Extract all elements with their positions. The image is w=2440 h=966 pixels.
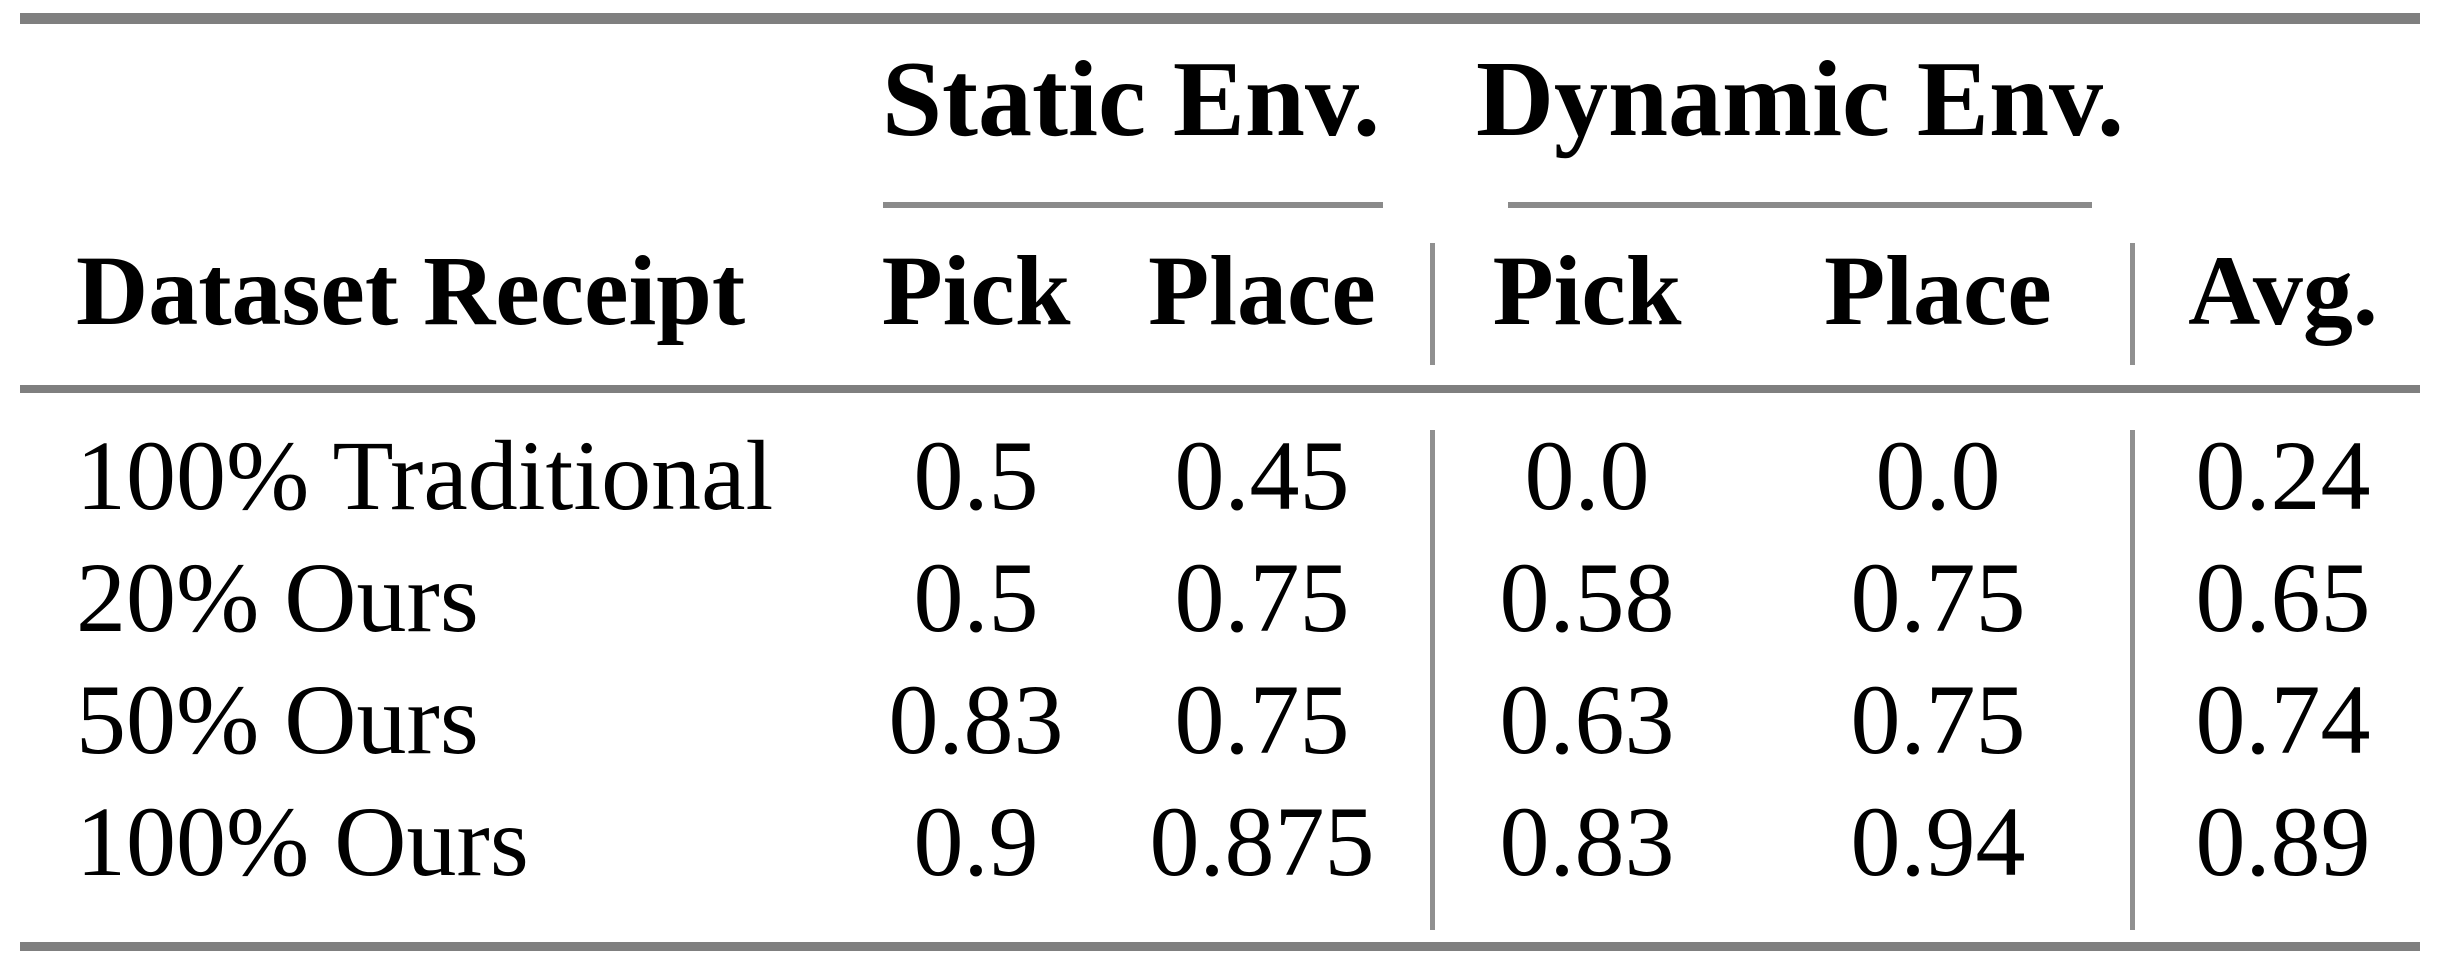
vertical-rule-static-dynamic-body	[1430, 430, 1435, 930]
table-cell: 0.75	[1850, 664, 2026, 775]
table-cell: 0.75	[1174, 542, 1350, 653]
group-header-dynamic-env: Dynamic Env.	[1475, 40, 2125, 159]
column-header-static-pick: Pick	[881, 235, 1071, 346]
row-label: 100% Ours	[76, 786, 529, 897]
column-header-static-place: Place	[1148, 235, 1376, 346]
column-header-dynamic-pick: Pick	[1492, 235, 1682, 346]
row-label: 20% Ours	[76, 542, 479, 653]
table-cell: 0.5	[913, 420, 1039, 531]
table-bottom-rule	[20, 942, 2420, 951]
table-cell: 0.83	[1499, 786, 1675, 897]
cmidrule-dynamic-env	[1508, 202, 2092, 208]
table-cell: 0.83	[888, 664, 1064, 775]
table-cell: 0.65	[2195, 542, 2371, 653]
row-label: 50% Ours	[76, 664, 479, 775]
table-header-rule	[20, 385, 2420, 393]
table-cell: 0.24	[2195, 420, 2371, 531]
table-cell: 0.89	[2195, 786, 2371, 897]
table-cell: 0.58	[1499, 542, 1675, 653]
cmidrule-static-env	[883, 202, 1383, 208]
column-header-dynamic-place: Place	[1824, 235, 2052, 346]
table-cell: 0.9	[913, 786, 1039, 897]
table-cell: 0.94	[1850, 786, 2026, 897]
table-cell: 0.5	[913, 542, 1039, 653]
group-header-static-env: Static Env.	[881, 40, 1381, 159]
column-header-avg: Avg.	[2188, 235, 2378, 346]
vertical-rule-dynamic-avg-body	[2130, 430, 2135, 930]
vertical-rule-static-dynamic-header	[1430, 243, 1435, 365]
table-cell: 0.875	[1149, 786, 1375, 897]
table-cell: 0.0	[1875, 420, 2001, 531]
column-header-dataset-receipt: Dataset Receipt	[76, 235, 746, 346]
table-cell: 0.75	[1850, 542, 2026, 653]
table-cell: 0.0	[1524, 420, 1650, 531]
row-label: 100% Traditional	[76, 420, 774, 531]
table-cell: 0.74	[2195, 664, 2371, 775]
table-cell: 0.63	[1499, 664, 1675, 775]
table-cell: 0.45	[1174, 420, 1350, 531]
vertical-rule-dynamic-avg-header	[2130, 243, 2135, 365]
table-cell: 0.75	[1174, 664, 1350, 775]
table-top-rule	[20, 13, 2420, 24]
